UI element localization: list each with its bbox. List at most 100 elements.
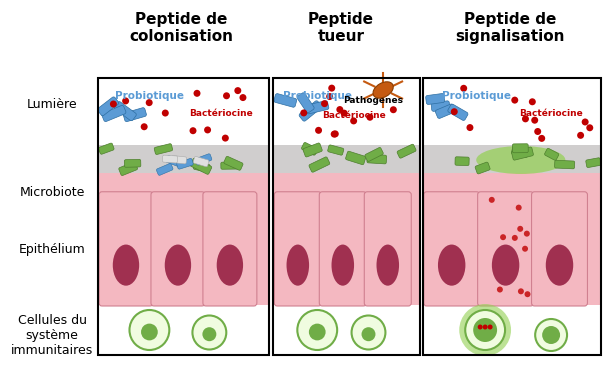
FancyBboxPatch shape [114,101,136,121]
Ellipse shape [165,245,191,286]
FancyBboxPatch shape [273,145,420,173]
FancyBboxPatch shape [365,147,383,162]
Circle shape [522,115,529,122]
Circle shape [489,197,495,203]
Circle shape [390,106,397,113]
Ellipse shape [492,245,519,286]
FancyBboxPatch shape [309,157,330,172]
Circle shape [511,97,518,104]
Circle shape [315,127,322,134]
FancyBboxPatch shape [171,156,186,164]
FancyBboxPatch shape [151,192,205,306]
Circle shape [336,106,343,113]
FancyBboxPatch shape [455,157,469,166]
FancyBboxPatch shape [431,101,450,112]
FancyBboxPatch shape [423,145,601,173]
Ellipse shape [376,245,399,286]
FancyBboxPatch shape [274,94,297,107]
Circle shape [465,310,505,350]
Ellipse shape [332,245,354,286]
Text: Peptide de
signalisation: Peptide de signalisation [456,12,565,44]
FancyBboxPatch shape [511,145,529,157]
FancyBboxPatch shape [196,154,212,165]
FancyBboxPatch shape [190,158,212,174]
FancyBboxPatch shape [297,93,314,113]
Circle shape [328,85,335,92]
Circle shape [192,316,226,350]
Circle shape [516,205,522,211]
Circle shape [122,97,129,104]
FancyBboxPatch shape [511,147,533,160]
FancyBboxPatch shape [124,159,141,167]
FancyBboxPatch shape [426,94,445,104]
Circle shape [130,310,169,350]
Circle shape [189,127,197,134]
FancyBboxPatch shape [424,192,480,306]
Text: Microbiote: Microbiote [20,186,85,198]
Circle shape [141,123,148,130]
FancyBboxPatch shape [364,192,411,306]
Text: Peptide
tueur: Peptide tueur [308,12,374,44]
Circle shape [538,135,545,142]
Text: Bactériocine: Bactériocine [189,109,253,117]
Circle shape [332,131,338,137]
Circle shape [202,327,216,341]
FancyBboxPatch shape [102,106,126,122]
FancyBboxPatch shape [166,156,182,167]
Circle shape [110,101,117,107]
Circle shape [223,92,230,99]
Text: Probiotique: Probiotique [442,91,511,101]
Circle shape [162,110,169,116]
Text: Pathogènes: Pathogènes [343,95,403,105]
Circle shape [350,117,357,125]
Text: Lumière: Lumière [27,98,78,111]
Circle shape [309,324,326,341]
Circle shape [240,94,246,101]
FancyBboxPatch shape [586,158,601,167]
FancyBboxPatch shape [194,162,210,172]
Ellipse shape [438,245,466,286]
Circle shape [222,135,229,142]
FancyBboxPatch shape [98,97,119,116]
Circle shape [518,226,523,232]
FancyBboxPatch shape [119,162,137,176]
Circle shape [321,100,328,107]
Ellipse shape [476,146,565,174]
FancyBboxPatch shape [156,163,173,175]
FancyBboxPatch shape [177,159,193,169]
FancyBboxPatch shape [273,305,420,355]
Ellipse shape [373,82,393,98]
Circle shape [500,234,506,240]
FancyBboxPatch shape [423,173,601,305]
Circle shape [524,291,530,297]
Circle shape [331,131,338,138]
Text: Bactériocine: Bactériocine [322,110,386,119]
FancyBboxPatch shape [274,192,321,306]
FancyBboxPatch shape [154,144,173,154]
Circle shape [577,132,584,139]
FancyBboxPatch shape [224,156,243,170]
Circle shape [460,85,467,92]
Circle shape [362,327,376,341]
FancyBboxPatch shape [544,148,559,160]
Circle shape [298,310,337,350]
Circle shape [473,318,497,342]
Ellipse shape [546,245,573,286]
FancyBboxPatch shape [367,154,387,164]
Circle shape [524,231,530,236]
FancyBboxPatch shape [221,162,238,169]
FancyBboxPatch shape [163,155,178,163]
FancyBboxPatch shape [532,192,587,306]
Circle shape [351,316,386,350]
Circle shape [522,246,528,252]
Circle shape [488,325,492,329]
Text: Peptide de
colonisation: Peptide de colonisation [130,12,233,44]
FancyBboxPatch shape [98,173,269,305]
Circle shape [235,87,241,94]
FancyBboxPatch shape [299,101,322,121]
FancyBboxPatch shape [193,156,209,167]
Circle shape [341,110,348,117]
Circle shape [194,90,200,97]
FancyBboxPatch shape [301,142,318,155]
FancyBboxPatch shape [273,78,420,145]
